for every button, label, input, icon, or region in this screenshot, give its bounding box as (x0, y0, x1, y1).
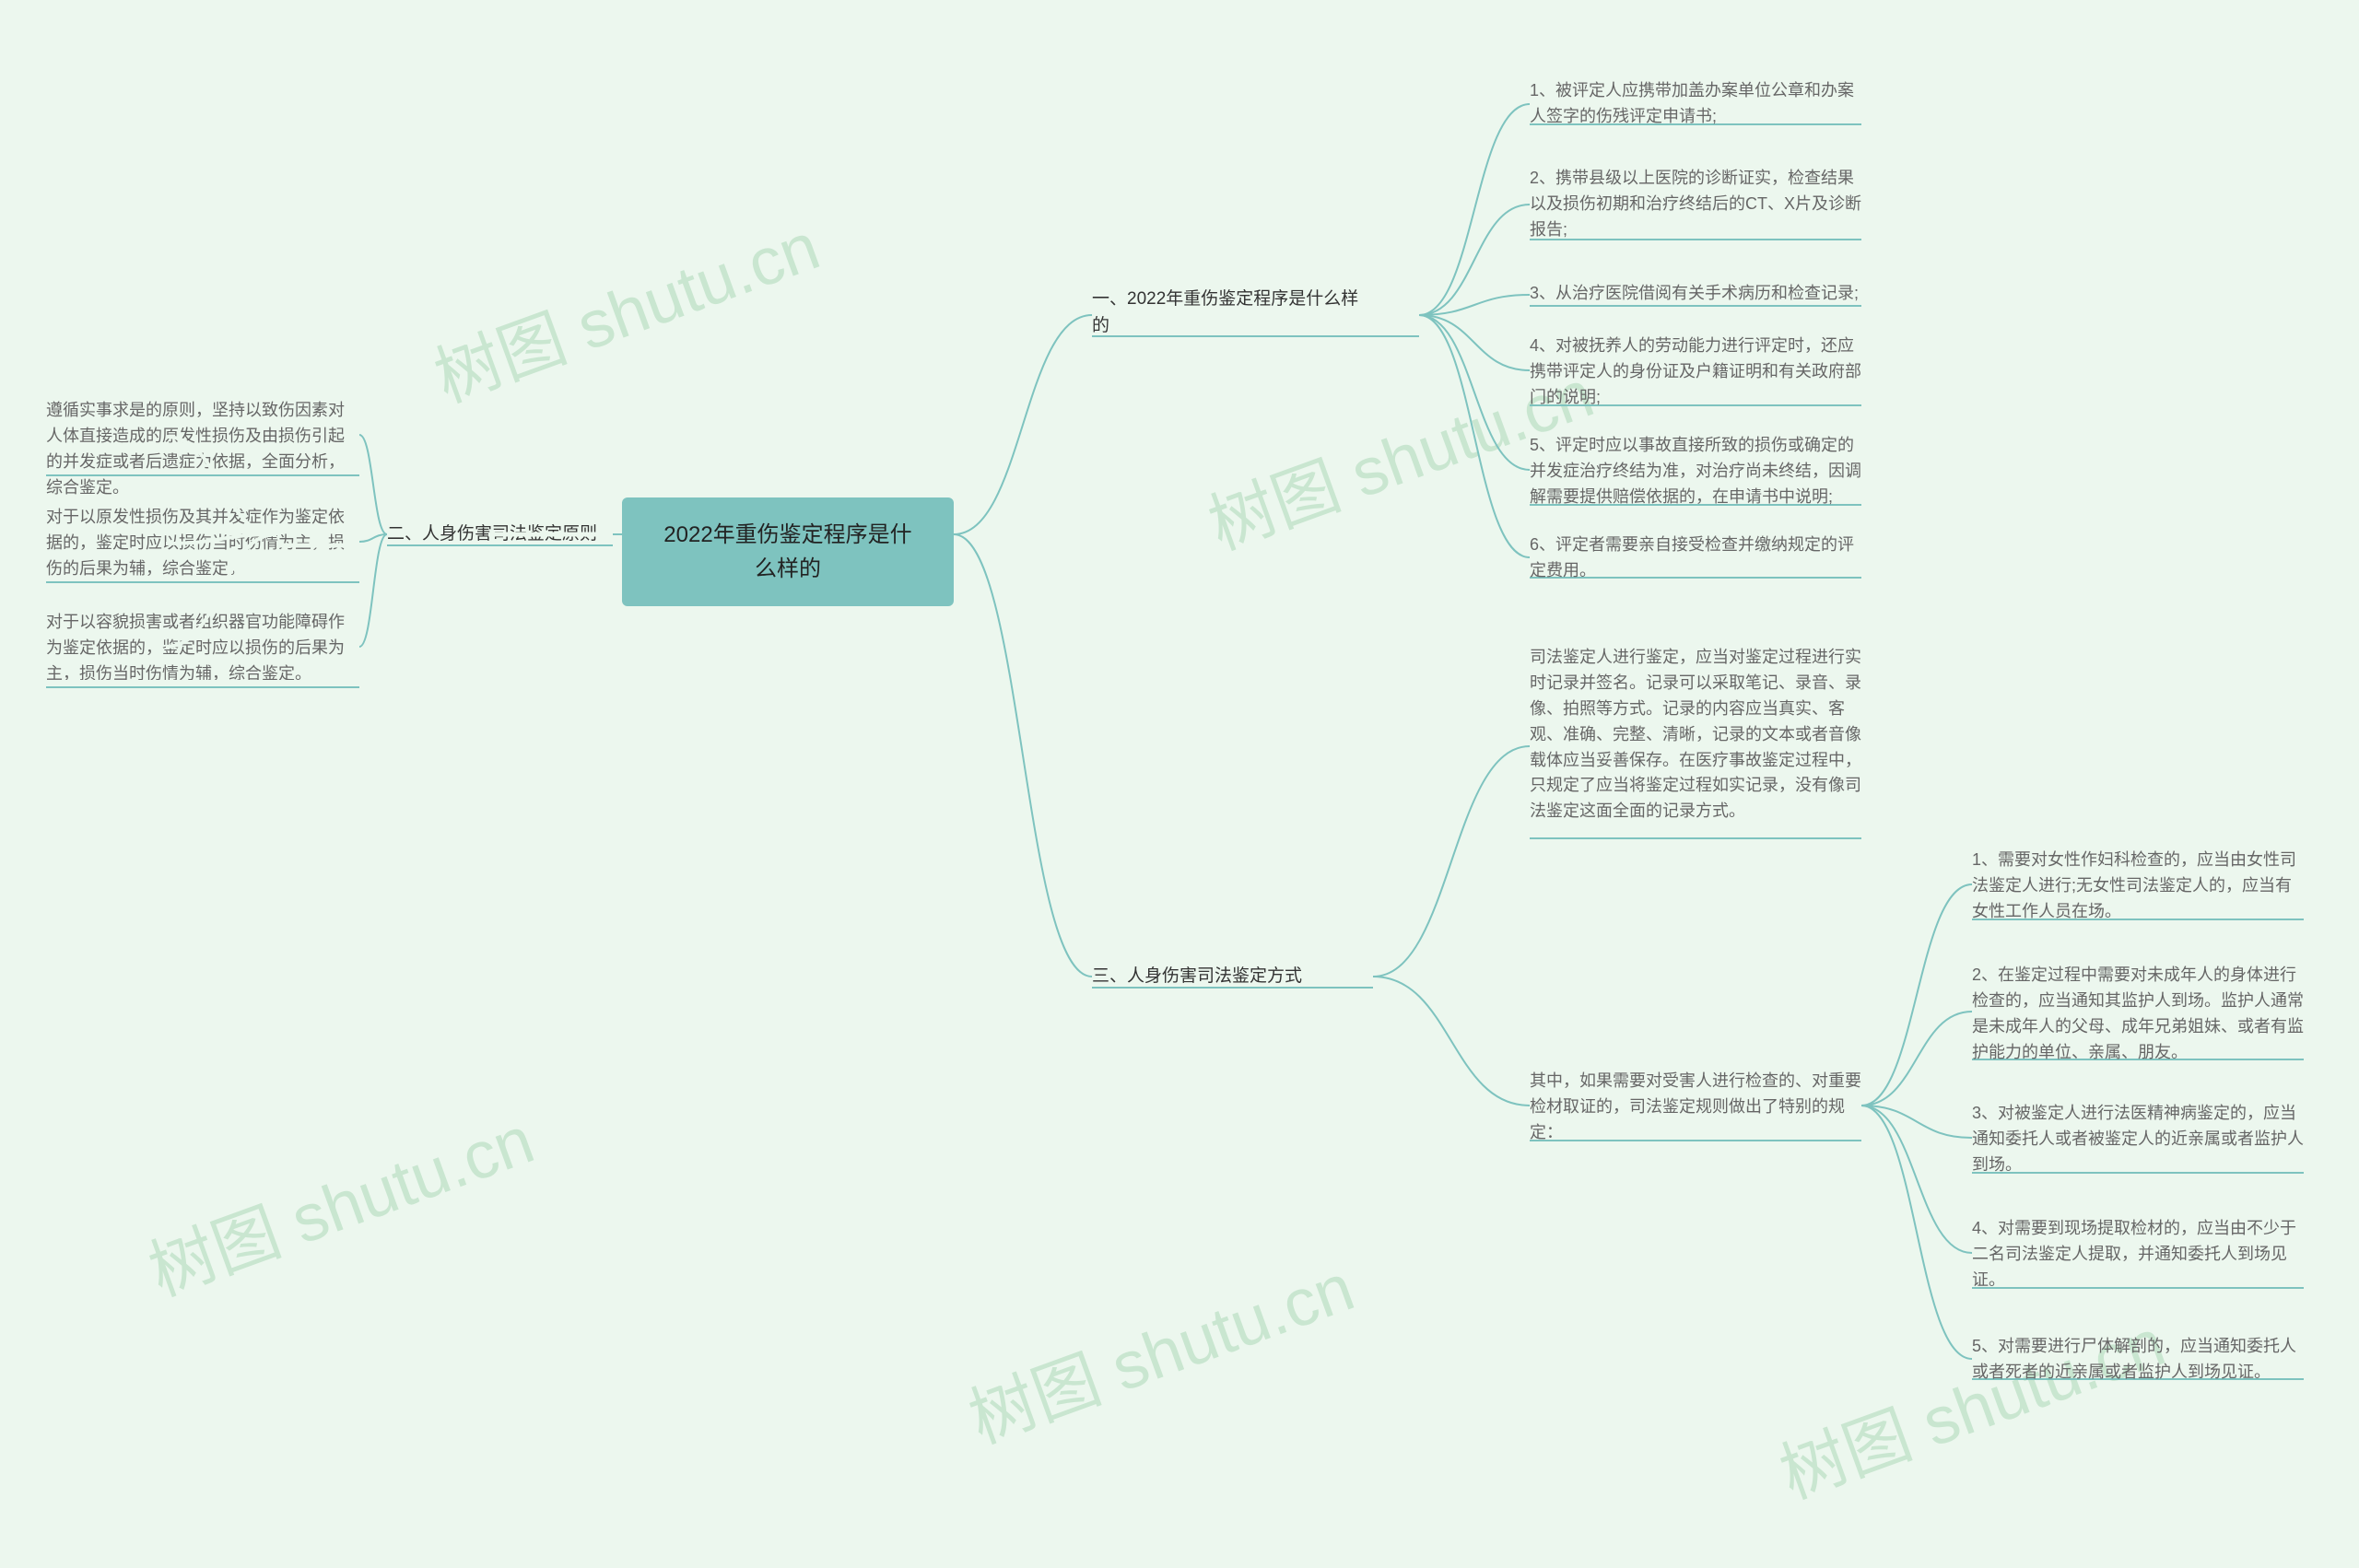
root-text-l2: 么样的 (755, 556, 821, 581)
connector-lines-left-final (0, 0, 2359, 1568)
leaf-r1-5: 5、评定时应以事故直接所致的损伤或确定的并发症治疗终结为准，对治疗尚未终结，因调… (1530, 433, 1861, 510)
root-text-l1: 2022年重伤鉴定程序是什 (663, 522, 911, 547)
leaf-r1-4: 4、对被抚养人的劳动能力进行评定时，还应携带评定人的身份证及户籍证明和有关政府部… (1530, 333, 1861, 411)
connector-lines (0, 0, 2359, 1568)
branch-l2: 二、人身伤害司法鉴定原则 (387, 521, 613, 547)
leaf-r1-3: 3、从治疗医院借阅有关手术病历和检查记录; (1530, 281, 1861, 307)
branch-r1-l2: 的 (1092, 316, 1109, 335)
branch-r1: 一、2022年重伤鉴定程序是什么样 的 (1092, 286, 1424, 344)
leaf-r3-2-5: 5、对需要进行尸体解剖的，应当通知委托人或者死者的近亲属或者监护人到场见证。 (1972, 1334, 2304, 1386)
leaf-r3-2: 其中，如果需要对受害人进行检查的、对重要检材取证的，司法鉴定规则做出了特别的规定… (1530, 1069, 1861, 1146)
watermark: 树图 shutu.cn (419, 193, 830, 421)
watermark: 树图 shutu.cn (1765, 1289, 2176, 1517)
watermark: 树图 shutu.cn (134, 1086, 545, 1315)
leaf-r1-1: 1、被评定人应携带加盖办案单位公章和办案人签字的伤残评定申请书; (1530, 78, 1861, 130)
root-node: 2022年重伤鉴定程序是什 么样的 (622, 497, 954, 606)
leaf-l2-2: 对于以原发性损伤及其并发症作为鉴定依据的，鉴定时应以损伤当时伤情为主，损伤的后果… (46, 505, 359, 582)
leaf-r1-6: 6、评定者需要亲自接受检查并缴纳规定的评定费用。 (1530, 532, 1861, 584)
watermark: 树图 shutu.cn (954, 1234, 1365, 1462)
leaf-r3-1: 司法鉴定人进行鉴定，应当对鉴定过程进行实时记录并签名。记录可以采取笔记、录音、录… (1530, 645, 1861, 825)
branch-r3: 三、人身伤害司法鉴定方式 (1092, 963, 1378, 989)
branch-r1-l1: 一、2022年重伤鉴定程序是什么样 (1092, 289, 1358, 309)
leaf-r3-2-2: 2、在鉴定过程中需要对未成年人的身体进行检查的，应当通知其监护人到场。监护人通常… (1972, 963, 2304, 1066)
leaf-r3-2-4: 4、对需要到现场提取检材的，应当由不少于二名司法鉴定人提取，并通知委托人到场见证… (1972, 1216, 2304, 1293)
leaf-l2-1: 遵循实事求是的原则，坚持以致伤因素对人体直接造成的原发性损伤及由损伤引起的并发症… (46, 398, 359, 501)
leaf-l2-3: 对于以容貌损害或者组织器官功能障碍作为鉴定依据的，鉴定时应以损伤的后果为主，损伤… (46, 610, 359, 687)
leaf-r3-2-1: 1、需要对女性作妇科检查的，应当由女性司法鉴定人进行;无女性司法鉴定人的，应当有… (1972, 848, 2304, 925)
leaf-r3-2-3: 3、对被鉴定人进行法医精神病鉴定的，应当通知委托人或者被鉴定人的近亲属或者监护人… (1972, 1101, 2304, 1178)
leaf-r1-2: 2、携带县级以上医院的诊断证实，检查结果以及损伤初期和治疗终结后的CT、X片及诊… (1530, 166, 1861, 243)
connector-lines-left-fix (0, 0, 2359, 1568)
